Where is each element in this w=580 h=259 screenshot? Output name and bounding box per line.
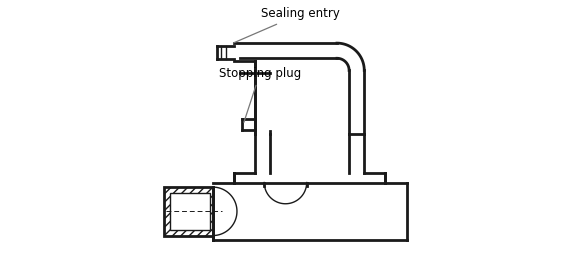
Text: Stopping plug: Stopping plug bbox=[219, 67, 301, 122]
Bar bbox=[170, 192, 211, 230]
Bar bbox=[164, 187, 213, 236]
Text: Sealing entry: Sealing entry bbox=[233, 8, 340, 43]
